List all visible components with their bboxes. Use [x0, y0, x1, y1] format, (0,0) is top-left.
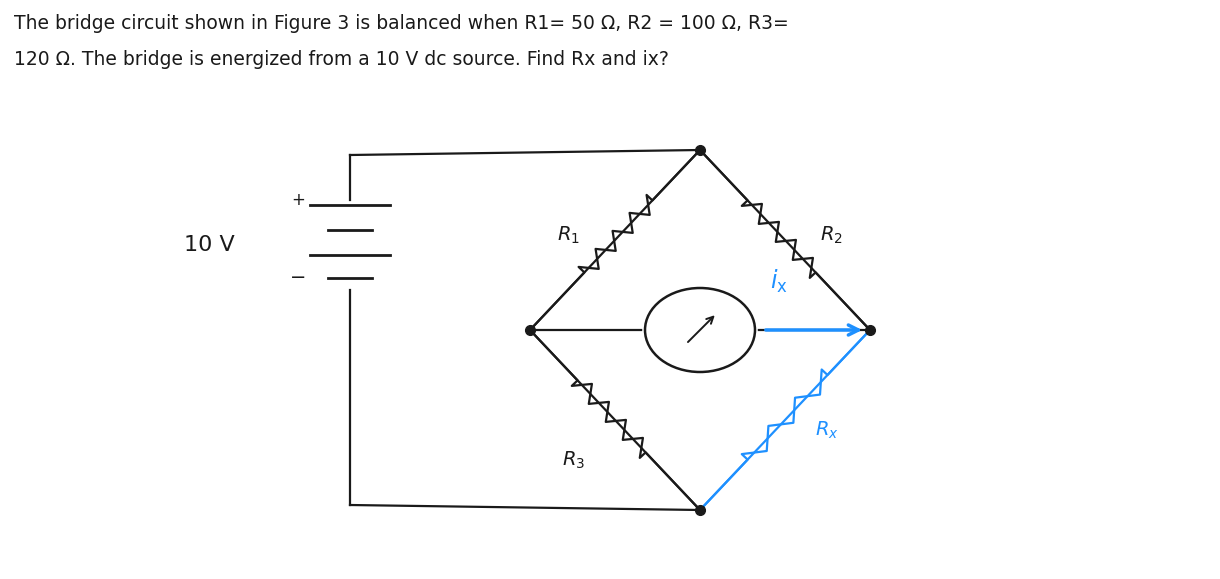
Text: $R_3$: $R_3$ [562, 450, 586, 471]
Text: 10 V: 10 V [184, 235, 235, 255]
Text: −: − [290, 269, 306, 288]
Text: $R_1$: $R_1$ [558, 224, 580, 245]
Text: 120 Ω. The bridge is energized from a 10 V dc source. Find Rx and ix?: 120 Ω. The bridge is energized from a 10… [13, 50, 669, 69]
Text: $\it{i}_{\mathrm{x}}$: $\it{i}_{\mathrm{x}}$ [770, 268, 788, 295]
Text: $R_x$: $R_x$ [815, 419, 838, 441]
Text: +: + [292, 191, 305, 209]
Text: $R_2$: $R_2$ [820, 224, 843, 245]
Text: The bridge circuit shown in Figure 3 is balanced when R1= 50 Ω, R2 = 100 Ω, R3=: The bridge circuit shown in Figure 3 is … [13, 14, 789, 33]
Ellipse shape [645, 288, 755, 372]
